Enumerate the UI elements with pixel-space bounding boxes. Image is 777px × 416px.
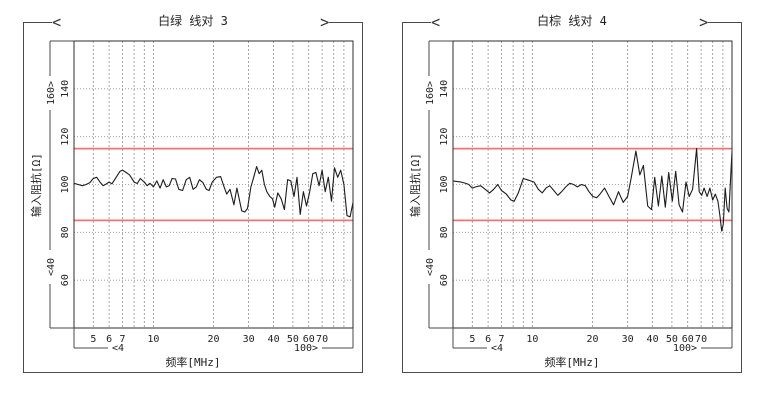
- svg-text:20: 20: [586, 334, 598, 345]
- svg-text:<4: <4: [112, 343, 124, 354]
- svg-text:40: 40: [268, 334, 280, 345]
- svg-text:60: 60: [439, 274, 450, 286]
- x-axis-title: 频率[MHz]: [544, 356, 600, 369]
- svg-text:120: 120: [60, 128, 71, 146]
- svg-text:60: 60: [682, 334, 694, 345]
- title-border-segment-right: [324, 22, 363, 23]
- svg-text:140: 140: [439, 80, 450, 98]
- svg-text:160>: 160>: [46, 81, 57, 105]
- svg-text:10: 10: [147, 334, 159, 345]
- svg-text:50: 50: [666, 334, 678, 345]
- x-axis-title: 频率[MHz]: [165, 356, 221, 369]
- svg-text:5: 5: [469, 334, 475, 345]
- svg-text:<40: <40: [46, 258, 57, 276]
- svg-text:20: 20: [207, 334, 219, 345]
- svg-text:60: 60: [303, 334, 315, 345]
- title-right-arrow-icon: >: [319, 11, 329, 33]
- svg-text:6: 6: [106, 334, 112, 345]
- svg-text:<40: <40: [425, 258, 436, 276]
- title-border-segment-left: [23, 22, 55, 23]
- svg-text:7: 7: [498, 334, 504, 345]
- svg-text:6: 6: [485, 334, 491, 345]
- title-border-segment-right: [703, 22, 742, 23]
- chart-title: 白绿 线对 3: [148, 13, 238, 30]
- svg-text:100: 100: [60, 175, 71, 193]
- chart-title: 白棕 线对 4: [527, 13, 617, 30]
- title-border-segment-left: [402, 22, 434, 23]
- svg-text:80: 80: [60, 226, 71, 238]
- svg-text:70: 70: [695, 334, 707, 345]
- svg-text:60: 60: [60, 274, 71, 286]
- svg-text:30: 30: [243, 334, 255, 345]
- impedance-chart-pair3: < > 白绿 线对 3 输入阻抗[Ω] 频率[MHz] 140 120 100 80 6…: [23, 11, 363, 373]
- title-right-arrow-icon: >: [698, 11, 708, 33]
- title-left-arrow-icon: <: [52, 11, 62, 33]
- svg-text:160>: 160>: [425, 81, 436, 105]
- svg-text:50: 50: [287, 334, 299, 345]
- svg-text:70: 70: [316, 334, 328, 345]
- svg-text:<4: <4: [491, 343, 503, 354]
- svg-text:40: 40: [647, 334, 659, 345]
- chart-outer-border: [402, 22, 742, 373]
- svg-text:30: 30: [622, 334, 634, 345]
- chart-outer-border: [23, 22, 363, 373]
- svg-text:10: 10: [526, 334, 538, 345]
- svg-text:7: 7: [119, 334, 125, 345]
- svg-text:100: 100: [439, 175, 450, 193]
- svg-text:80: 80: [439, 226, 450, 238]
- svg-text:5: 5: [90, 334, 96, 345]
- title-left-arrow-icon: <: [431, 11, 441, 33]
- svg-text:100>: 100>: [673, 343, 697, 354]
- svg-text:100>: 100>: [294, 343, 318, 354]
- svg-text:120: 120: [439, 128, 450, 146]
- impedance-chart-pair4: < > 白棕 线对 4 输入阻抗[Ω] 频率[MHz] 140 120 100 80 6…: [402, 11, 742, 373]
- svg-text:140: 140: [60, 80, 71, 98]
